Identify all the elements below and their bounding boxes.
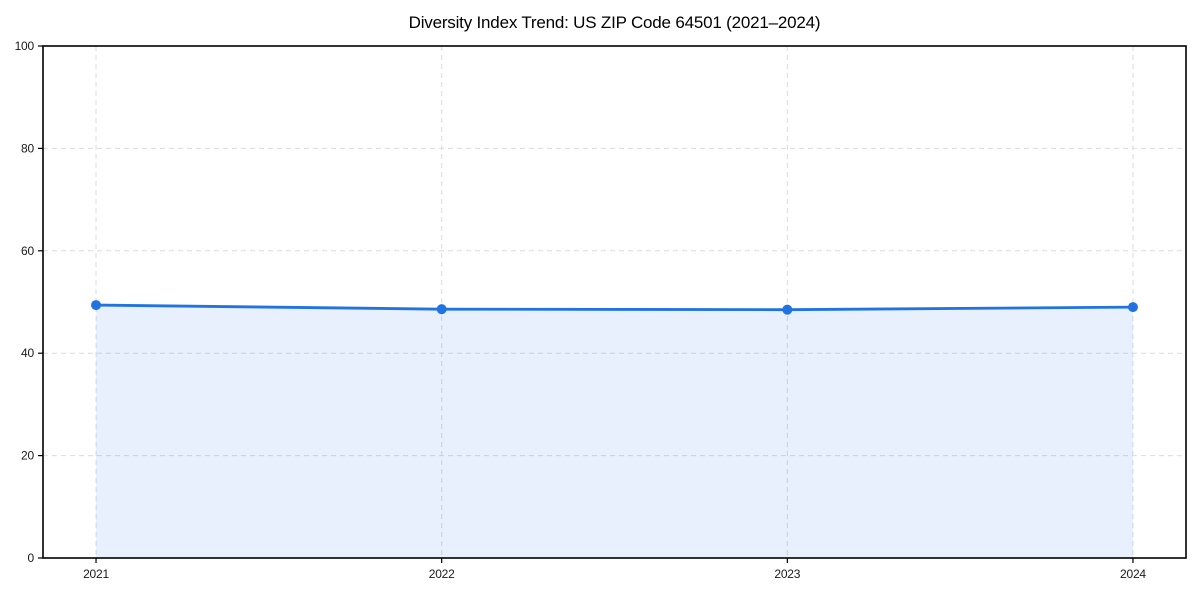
y-tick-label: 100: [15, 39, 35, 53]
plot-border: [42, 45, 1187, 559]
data-point: [91, 300, 102, 311]
x-tick-label: 2021: [83, 567, 109, 581]
y-tick-label: 20: [21, 449, 34, 463]
y-tick-label: 80: [21, 141, 34, 155]
trend-line: [94, 303, 1135, 312]
y-tick-label: 0: [28, 551, 35, 565]
chart-title: Diversity Index Trend: US ZIP Code 64501…: [408, 13, 821, 32]
x-tick-label: 2023: [774, 567, 800, 581]
area-fill: [96, 305, 1133, 558]
x-tick-label: 2022: [429, 567, 455, 581]
y-tick-label: 40: [21, 346, 34, 360]
data-point: [1127, 302, 1138, 313]
data-point: [782, 304, 793, 315]
x-tick-label: 2024: [1120, 567, 1146, 581]
data-point: [436, 304, 447, 315]
y-tick-label: 60: [21, 244, 34, 258]
